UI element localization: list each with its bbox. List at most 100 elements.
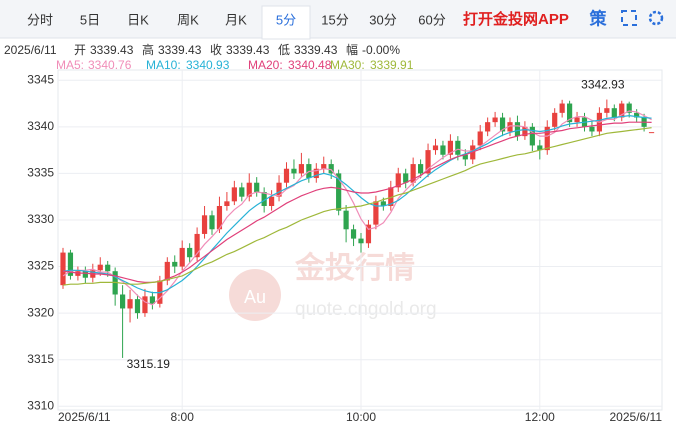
info-change-label: 幅: [346, 42, 358, 57]
candle-body: [291, 168, 297, 174]
candle-body: [254, 182, 260, 193]
tab[interactable]: 周K: [177, 12, 199, 27]
settings-icon[interactable]: [648, 10, 664, 26]
watermark-text: 金投行情: [294, 251, 415, 285]
app-link[interactable]: 打开金投网APP: [463, 10, 569, 28]
candle-body: [209, 215, 215, 230]
legend-value: 3340.93: [186, 58, 230, 72]
watermark-url: quote.cngold.org: [295, 299, 437, 320]
y-tick-label: 3310: [27, 398, 54, 412]
tab[interactable]: 30分: [369, 12, 396, 27]
candle-body: [418, 164, 424, 174]
candle-body: [231, 187, 237, 202]
candle-body: [485, 122, 491, 132]
info-low: 3339.43: [294, 43, 338, 57]
candle-body: [283, 168, 290, 183]
candle-body: [574, 117, 580, 123]
strategy-button[interactable]: 策: [590, 8, 608, 28]
candle-body: [216, 206, 223, 230]
candle-body: [544, 126, 550, 151]
legend-name: MA30:: [330, 58, 365, 72]
candle-body: [179, 247, 185, 267]
legend-value: 3340.48: [288, 58, 332, 72]
legend-value: 3340.76: [88, 58, 132, 72]
candle-body: [276, 182, 282, 197]
candle-body: [298, 164, 304, 174]
watermark: Au 金投行情 quote.cngold.org: [229, 251, 437, 321]
y-tick-label: 3330: [27, 212, 54, 226]
candle-body: [567, 103, 573, 123]
ma-line: [62, 114, 652, 294]
tab[interactable]: 分时: [27, 12, 53, 27]
candle-body: [529, 126, 535, 146]
candle-body: [97, 264, 103, 271]
candle-body: [589, 126, 595, 132]
high-annotation: 3342.93: [581, 78, 625, 92]
x-tick-label: 8:00: [171, 410, 195, 424]
candle-body: [626, 103, 632, 113]
candle-body: [611, 108, 617, 118]
candle-body: [432, 145, 439, 151]
candle-body: [142, 296, 148, 314]
candle-body: [269, 196, 275, 206]
tab[interactable]: 60分: [418, 12, 445, 27]
low-annotation: 3315.19: [127, 357, 171, 371]
legend-name: MA5:: [56, 58, 84, 72]
candle-body: [507, 122, 513, 132]
candle-body: [648, 132, 655, 134]
candle-body: [67, 252, 74, 276]
candle-body: [201, 215, 208, 234]
ma-line: [62, 110, 652, 306]
info-close: 3339.43: [226, 43, 270, 57]
x-tick-label: 12:00: [525, 410, 555, 424]
y-tick-label: 3335: [27, 166, 54, 180]
tab[interactable]: 月K: [225, 12, 247, 27]
candle-body: [619, 103, 625, 118]
candle-body: [365, 224, 372, 244]
x-tick-label: 2025/6/11: [610, 410, 663, 424]
x-tick-label: 10:00: [346, 410, 376, 424]
candle-body: [403, 173, 409, 183]
candle-body: [261, 192, 267, 206]
candle-body: [552, 112, 558, 127]
candle-body: [336, 173, 342, 211]
y-tick-label: 3325: [27, 259, 54, 273]
candle-body: [246, 182, 252, 197]
info-open-label: 开: [74, 43, 86, 57]
candle-body: [522, 126, 528, 137]
legend-name: MA10:: [146, 58, 181, 72]
watermark-logo: [229, 269, 281, 321]
candle-body: [149, 296, 155, 304]
candle-body: [328, 164, 334, 174]
candle-body: [462, 154, 468, 160]
candle-body: [410, 164, 416, 183]
info-low-label: 低: [278, 43, 290, 57]
candle-body: [388, 187, 394, 206]
candle-body: [395, 173, 401, 188]
candle-body: [492, 117, 498, 123]
tab[interactable]: 5日: [80, 12, 100, 27]
y-tick-label: 3315: [27, 352, 54, 366]
tab[interactable]: 日K: [127, 12, 149, 27]
candle-body: [425, 150, 431, 174]
candle-body: [172, 261, 178, 267]
candle-body: [321, 164, 327, 169]
candle-body: [477, 131, 483, 146]
y-tick-label: 3345: [27, 72, 54, 86]
tab[interactable]: 5分: [276, 12, 296, 27]
candle-body: [559, 103, 565, 113]
x-tick-label: 2025/6/11: [58, 410, 111, 424]
candle-body: [604, 108, 610, 113]
tab[interactable]: 15分: [321, 12, 348, 27]
candle-body: [455, 140, 461, 155]
candle-body: [127, 299, 133, 309]
candle-body: [634, 112, 640, 118]
candle-body: [343, 210, 349, 230]
candle-body: [440, 145, 446, 155]
candle-body: [187, 247, 193, 258]
y-tick-label: 3340: [27, 119, 54, 133]
fullscreen-icon[interactable]: [621, 10, 637, 26]
candle-body: [239, 187, 245, 197]
candle-body: [373, 201, 379, 225]
candle-body: [380, 201, 386, 206]
